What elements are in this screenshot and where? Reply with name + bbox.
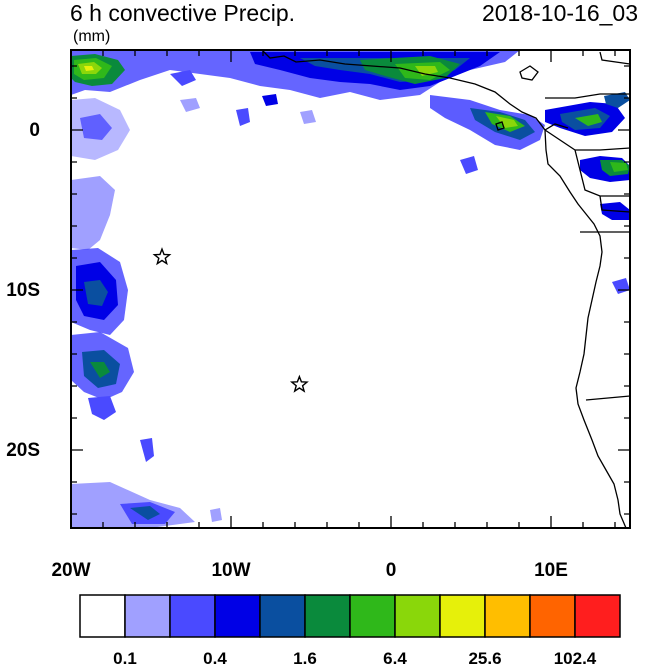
colorbar-label: 102.4 bbox=[553, 649, 597, 668]
colorbar-label: 1.6 bbox=[293, 649, 317, 668]
colorbar-label: 0.4 bbox=[203, 649, 227, 668]
colorbar-swatch bbox=[259, 594, 306, 638]
map-date: 2018-10-16_03 bbox=[481, 0, 638, 26]
star-marker-2 bbox=[289, 374, 309, 393]
colorbar-swatch bbox=[349, 594, 396, 638]
colorbar-swatch bbox=[574, 594, 621, 638]
colorbar-swatch bbox=[529, 594, 576, 638]
colorbar-swatch bbox=[214, 594, 261, 638]
y-label-0: 0 bbox=[29, 120, 40, 141]
y-label-10s: 10S bbox=[6, 280, 40, 301]
colorbar-swatch bbox=[484, 594, 531, 638]
colorbar-swatch bbox=[169, 594, 216, 638]
map-title: 6 h convective Precip. bbox=[70, 0, 296, 26]
axis-ticks bbox=[71, 50, 630, 528]
colorbar-label: 6.4 bbox=[383, 649, 407, 668]
star-marker-1 bbox=[152, 247, 172, 266]
x-label-10w: 10W bbox=[211, 560, 251, 581]
units-label: (mm) bbox=[73, 28, 111, 45]
y-label-20s: 20S bbox=[6, 440, 40, 461]
colorbar-swatch bbox=[439, 594, 486, 638]
colorbar-label: 25.6 bbox=[468, 649, 502, 668]
colorbar-swatch bbox=[394, 594, 441, 638]
colorbar bbox=[79, 594, 621, 638]
x-label-10e: 10E bbox=[534, 560, 568, 581]
x-label-0: 0 bbox=[385, 560, 397, 581]
precip-field bbox=[71, 50, 630, 528]
coastline bbox=[261, 50, 630, 528]
x-label-20w: 20W bbox=[51, 560, 91, 581]
map-frame bbox=[70, 49, 631, 529]
colorbar-label: 0.1 bbox=[113, 649, 137, 668]
colorbar-swatch bbox=[79, 594, 126, 638]
colorbar-swatch bbox=[304, 594, 351, 638]
colorbar-swatch bbox=[124, 594, 171, 638]
